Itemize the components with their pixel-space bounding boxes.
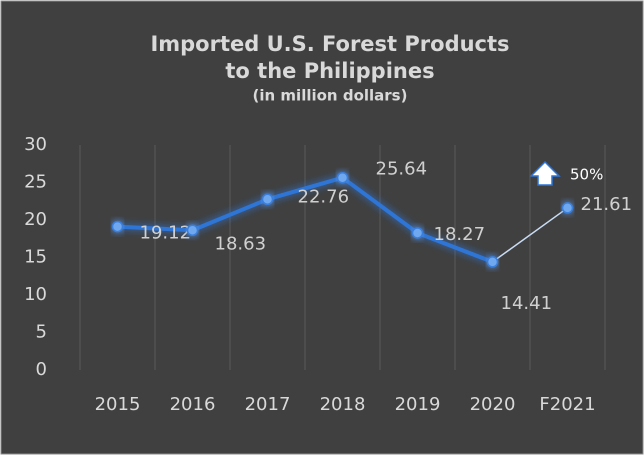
y-tick-label: 10 xyxy=(24,284,47,305)
data-label: 22.76 xyxy=(298,186,350,207)
x-tick-label: 2016 xyxy=(170,394,216,415)
point xyxy=(111,220,124,233)
line xyxy=(117,175,494,264)
point xyxy=(261,193,274,206)
y-tick-label: 15 xyxy=(24,247,47,268)
chart-title: Imported U.S. Forest Products xyxy=(150,32,509,56)
point xyxy=(411,227,424,239)
x-tick-label: 2020 xyxy=(470,394,516,415)
point xyxy=(336,171,349,184)
y-tick-label: 20 xyxy=(24,209,47,230)
x-tick-label: 2018 xyxy=(320,394,366,415)
x-tick-label: 2015 xyxy=(95,394,141,415)
chart-subtitle: (in million dollars) xyxy=(253,87,408,105)
annotation: 50% xyxy=(570,166,603,184)
data-label: 18.27 xyxy=(434,224,486,245)
x-tick-label: 2019 xyxy=(395,394,441,415)
y-tick-label: 25 xyxy=(24,172,47,193)
data-label: 14.41 xyxy=(501,293,553,314)
x-tick-label: F2021 xyxy=(539,394,595,415)
forecast-line xyxy=(492,207,568,263)
chart-title: to the Philippines xyxy=(225,59,434,83)
y-tick-label: 0 xyxy=(36,359,47,380)
data-label: 19.12 xyxy=(140,223,192,244)
point xyxy=(561,202,574,214)
annotation-arrow xyxy=(529,160,561,186)
data-label: 21.61 xyxy=(581,194,633,215)
point xyxy=(486,256,499,268)
data-label: 25.64 xyxy=(376,159,428,180)
y-tick-label: 30 xyxy=(24,134,47,155)
point xyxy=(186,224,199,237)
y-tick-label: 5 xyxy=(36,322,47,343)
data-label: 18.63 xyxy=(215,233,267,254)
x-tick-label: 2017 xyxy=(245,394,291,415)
